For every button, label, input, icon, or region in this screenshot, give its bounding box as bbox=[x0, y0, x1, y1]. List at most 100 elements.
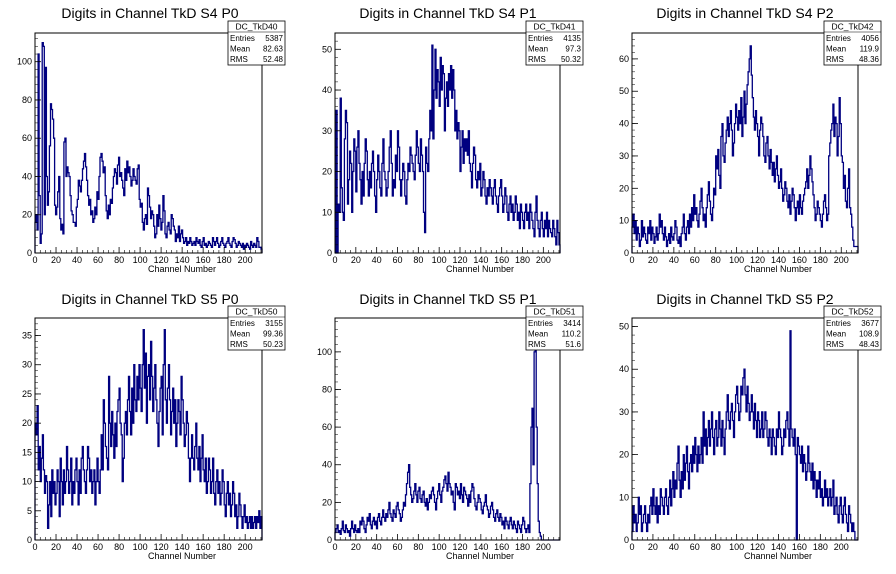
plot-frame bbox=[34, 317, 263, 541]
stats-box bbox=[823, 305, 882, 351]
stats-entries-value: 4056 bbox=[861, 34, 879, 43]
x-axis-label: Channel Number bbox=[446, 551, 514, 561]
stats-rms-label: RMS bbox=[230, 55, 248, 64]
y-tick-label: 50 bbox=[619, 322, 629, 332]
x-tick-label: 180 bbox=[515, 542, 530, 552]
y-tick-label: 20 bbox=[322, 167, 332, 177]
stats-mean-value: 108.9 bbox=[859, 330, 880, 339]
chart-title: Digits in Channel TkD S5 P1 bbox=[359, 291, 536, 307]
y-tick-label: 0 bbox=[327, 248, 332, 258]
chart-title: Digits in Channel TkD S4 P0 bbox=[61, 5, 238, 21]
plot-frame bbox=[34, 32, 263, 254]
x-tick-label: 60 bbox=[392, 255, 402, 265]
histogram-series bbox=[335, 44, 561, 254]
stats-entries-value: 3677 bbox=[861, 319, 879, 328]
x-tick-label: 100 bbox=[729, 542, 744, 552]
x-tick-label: 160 bbox=[792, 255, 807, 265]
histogram-series bbox=[34, 41, 263, 253]
x-tick-label: 80 bbox=[413, 542, 423, 552]
histogram-series bbox=[631, 330, 858, 541]
chart-panel-1: Digits in Channel TkD S4 P10 20 40 60 80 100 1… bbox=[322, 5, 584, 274]
x-tick-label: 20 bbox=[351, 542, 361, 552]
y-tick-label: 20 bbox=[619, 450, 629, 460]
y-tick-label: 100 bbox=[17, 57, 32, 67]
x-tick-label: 200 bbox=[536, 255, 551, 265]
x-tick-label: 20 bbox=[648, 542, 658, 552]
y-tick-label: 30 bbox=[619, 407, 629, 417]
y-tick-label: 10 bbox=[619, 216, 629, 226]
y-tick-label: 60 bbox=[322, 422, 332, 432]
x-tick-label: 80 bbox=[114, 542, 124, 552]
x-tick-label: 200 bbox=[238, 255, 253, 265]
chart-panel-0: Digits in Channel TkD S4 P0 0 20 40 60 80 100 1… bbox=[17, 5, 286, 274]
x-tick-label: 160 bbox=[196, 255, 211, 265]
x-tick-label: 0 bbox=[629, 542, 634, 552]
x-tick-label: 40 bbox=[72, 255, 82, 265]
stats-mean-value: 97.3 bbox=[565, 45, 581, 54]
x-tick-label: 120 bbox=[750, 255, 765, 265]
stats-entries-label: Entries bbox=[528, 319, 553, 328]
x-tick-label: 100 bbox=[729, 255, 744, 265]
stats-entries-label: Entries bbox=[826, 319, 851, 328]
chart-title: Digits in Channel TkD S5 P0 bbox=[61, 291, 238, 307]
x-tick-label: 60 bbox=[93, 255, 103, 265]
y-tick-label: 35 bbox=[22, 331, 32, 341]
plot-frame bbox=[334, 32, 561, 254]
histogram-series bbox=[631, 45, 859, 253]
y-tick-label: 15 bbox=[22, 447, 32, 457]
chart-panel-2: Digits in Channel TkD S4 P20 20 40 60 80 100 1… bbox=[619, 5, 882, 274]
x-tick-label: 120 bbox=[750, 542, 765, 552]
y-tick-label: 50 bbox=[322, 44, 332, 54]
x-axis-label: Channel Number bbox=[744, 264, 812, 274]
stats-rms-value: 52.48 bbox=[263, 55, 284, 64]
x-tick-label: 40 bbox=[372, 255, 382, 265]
x-tick-label: 140 bbox=[175, 255, 190, 265]
y-tick-label: 30 bbox=[22, 360, 32, 370]
y-tick-label: 0 bbox=[624, 248, 629, 258]
x-tick-label: 20 bbox=[51, 542, 61, 552]
x-tick-label: 120 bbox=[154, 542, 169, 552]
x-tick-label: 80 bbox=[413, 255, 423, 265]
y-tick-label: 40 bbox=[322, 460, 332, 470]
chart-title: Digits in Channel TkD S4 P2 bbox=[656, 5, 833, 21]
histogram-series bbox=[334, 328, 560, 541]
stats-mean-label: Mean bbox=[230, 330, 250, 339]
plot-frame bbox=[631, 317, 859, 541]
x-tick-label: 20 bbox=[351, 255, 361, 265]
chart-panel-3: Digits in Channel TkD S5 P00 20 40 60 80 100 1… bbox=[22, 291, 286, 561]
y-tick-label: 20 bbox=[619, 183, 629, 193]
y-tick-label: 10 bbox=[322, 207, 332, 217]
stats-entries-label: Entries bbox=[230, 319, 255, 328]
stats-box bbox=[525, 20, 584, 66]
x-tick-label: 80 bbox=[114, 255, 124, 265]
x-tick-label: 60 bbox=[93, 542, 103, 552]
x-tick-label: 0 bbox=[32, 542, 37, 552]
stats-name: DC_TkD42 bbox=[831, 22, 873, 32]
y-tick-label: 100 bbox=[317, 347, 332, 357]
x-tick-label: 120 bbox=[452, 255, 467, 265]
stats-rms-value: 50.32 bbox=[561, 55, 582, 64]
x-tick-label: 200 bbox=[536, 542, 551, 552]
stats-rms-label: RMS bbox=[528, 55, 546, 64]
stats-entries-label: Entries bbox=[230, 34, 255, 43]
stats-name: DC_TkD51 bbox=[533, 307, 575, 317]
y-tick-label: 60 bbox=[22, 133, 32, 143]
y-tick-label: 10 bbox=[22, 477, 32, 487]
y-tick-label: 25 bbox=[22, 389, 32, 399]
x-tick-label: 0 bbox=[32, 255, 37, 265]
x-axis-label: Channel Number bbox=[148, 551, 216, 561]
y-tick-label: 0 bbox=[327, 535, 332, 545]
y-tick-label: 10 bbox=[619, 492, 629, 502]
stats-entries-value: 3155 bbox=[265, 319, 283, 328]
x-tick-label: 200 bbox=[834, 542, 849, 552]
stats-name: DC_TkD40 bbox=[235, 22, 277, 32]
x-tick-label: 140 bbox=[175, 542, 190, 552]
stats-rms-value: 50.23 bbox=[263, 340, 284, 349]
x-tick-label: 140 bbox=[771, 255, 786, 265]
plot-frame bbox=[334, 317, 561, 541]
x-tick-label: 120 bbox=[154, 255, 169, 265]
y-tick-label: 30 bbox=[322, 126, 332, 136]
stats-mean-label: Mean bbox=[528, 45, 548, 54]
x-tick-label: 180 bbox=[217, 255, 232, 265]
stats-rms-label: RMS bbox=[826, 55, 844, 64]
